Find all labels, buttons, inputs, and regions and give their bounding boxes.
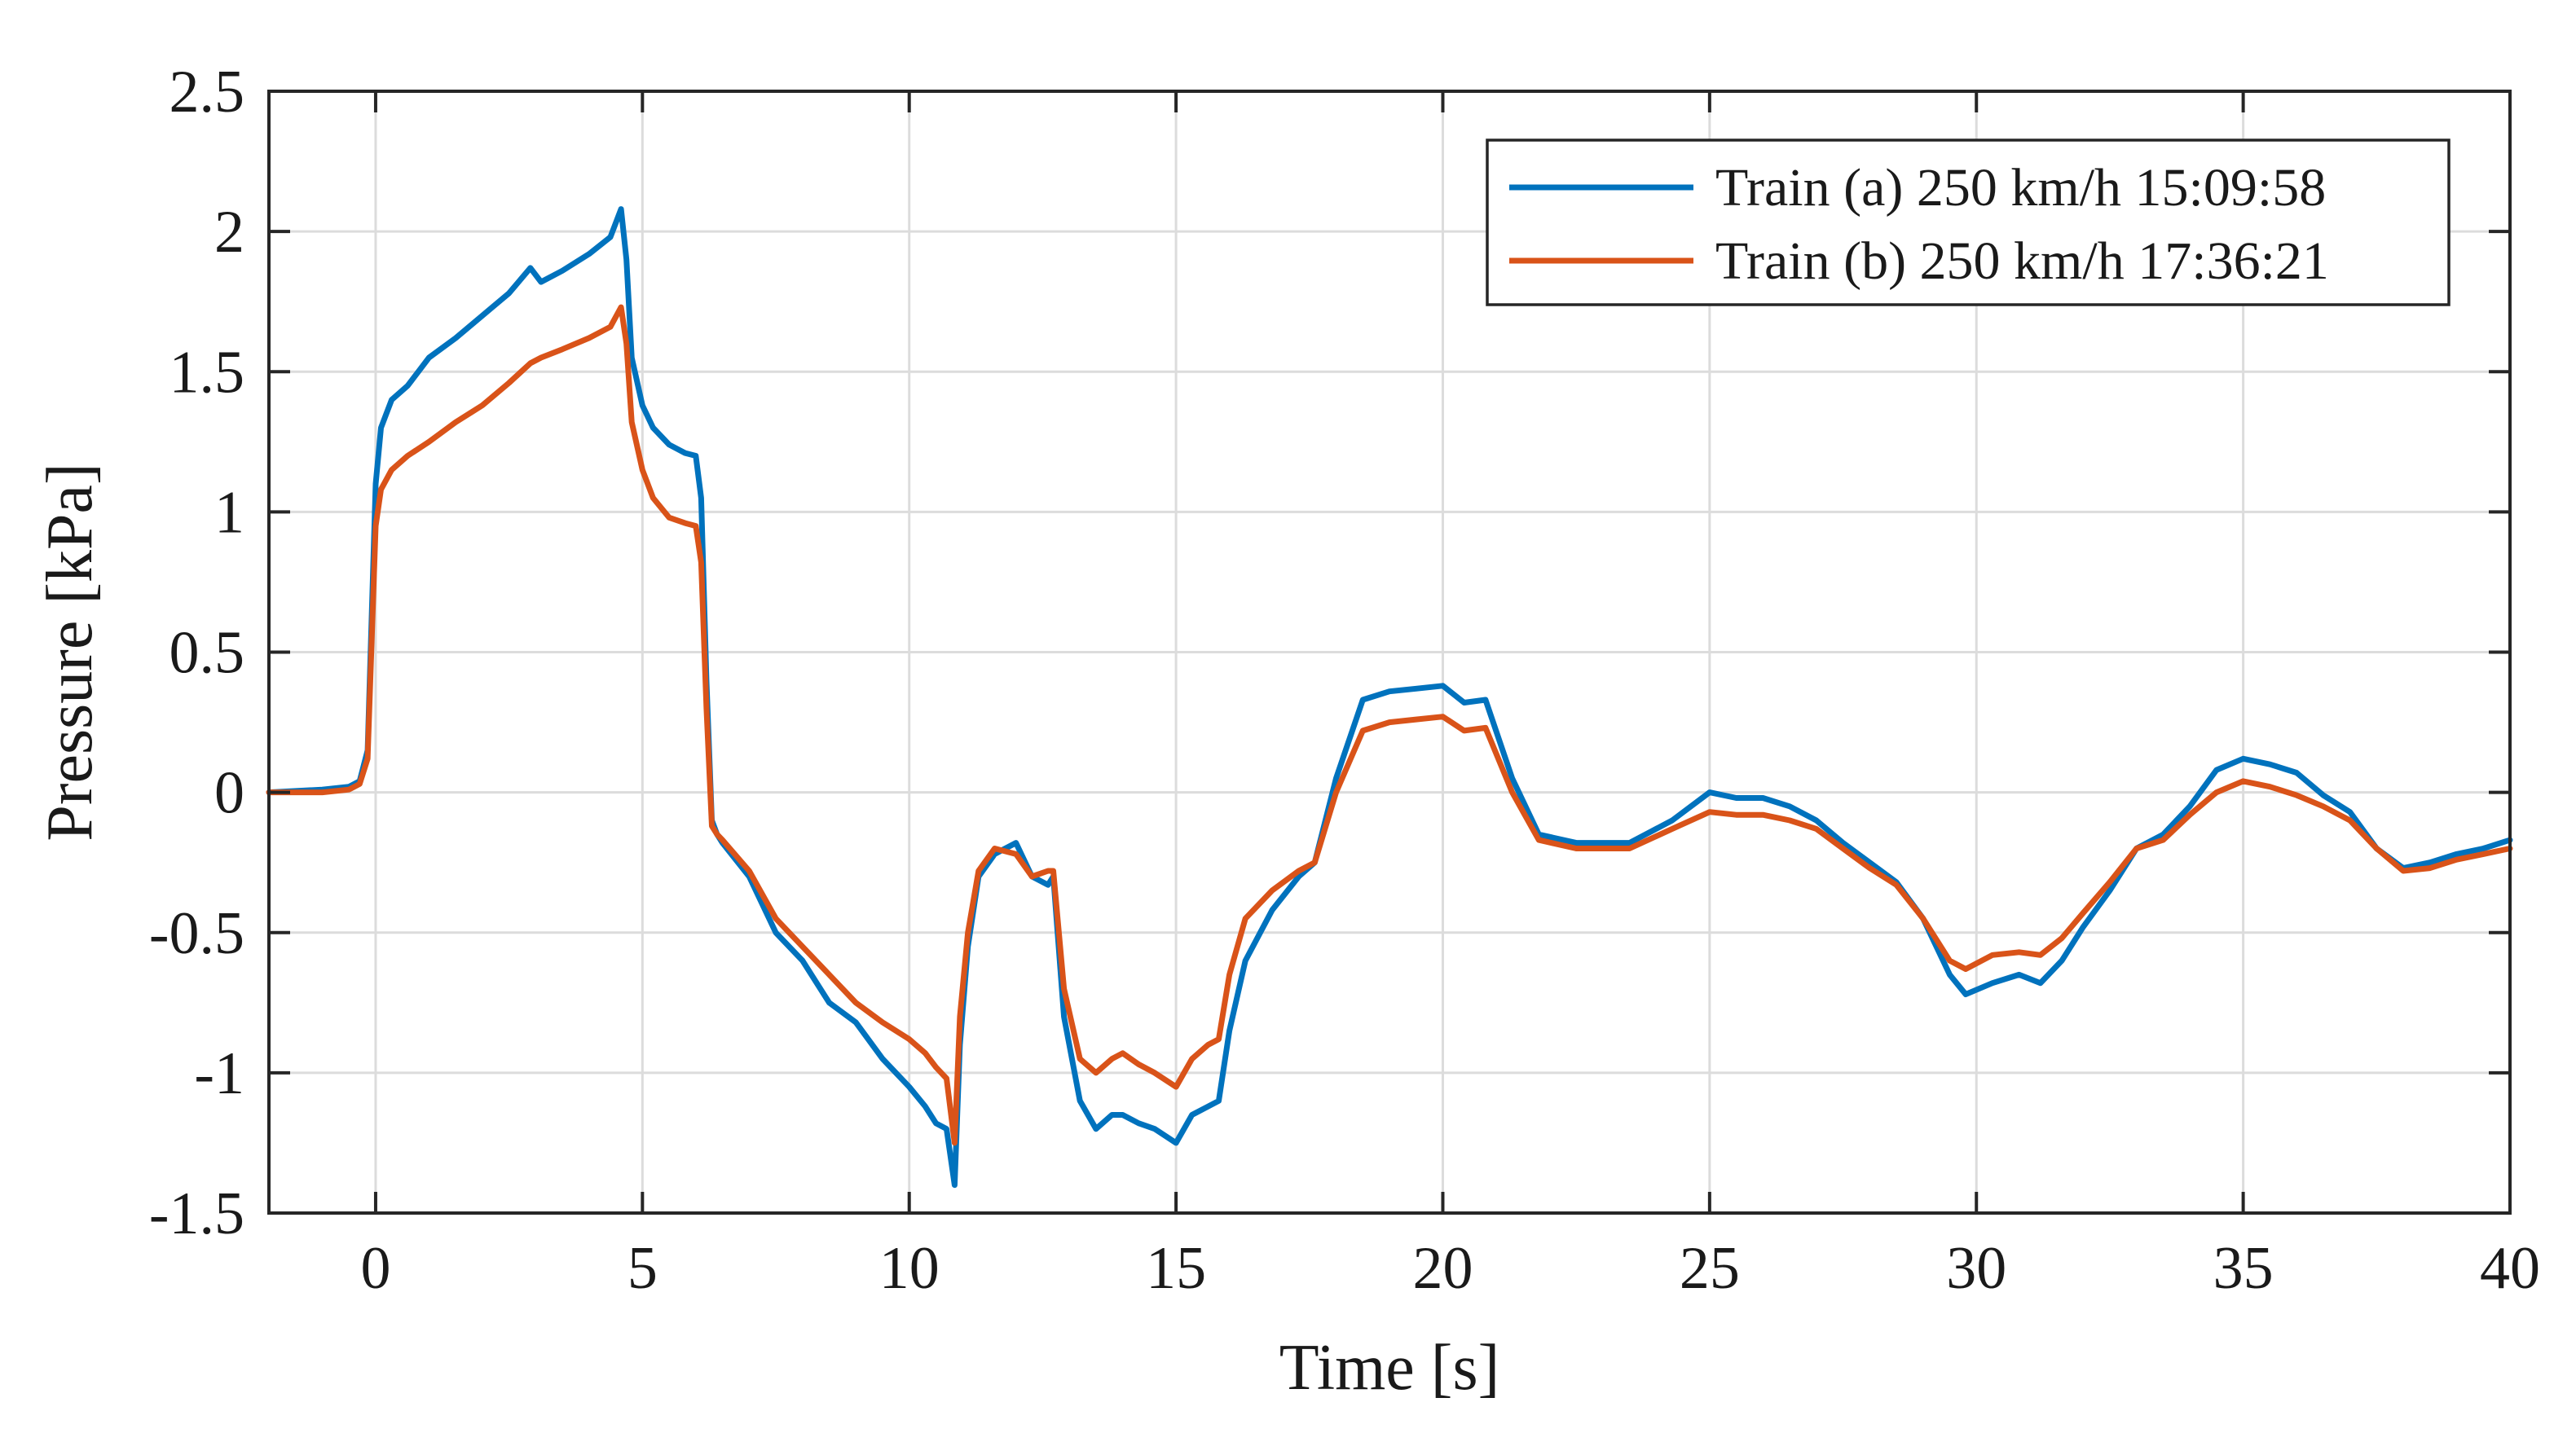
x-tick-label: 0 xyxy=(360,1235,390,1302)
y-tick-label: 0 xyxy=(214,760,244,827)
x-tick-label: 35 xyxy=(2213,1235,2274,1302)
x-tick-label: 25 xyxy=(1680,1235,1740,1302)
y-axis-label: Pressure [kPa] xyxy=(34,463,106,841)
y-tick-label: 2.5 xyxy=(170,59,245,125)
y-tick-label: 2 xyxy=(214,199,244,266)
x-tick-label: 20 xyxy=(1412,1235,1473,1302)
legend-box xyxy=(1486,138,2451,306)
x-tick-label: 30 xyxy=(1946,1235,2006,1302)
x-tick-label: 40 xyxy=(2480,1235,2540,1302)
x-axis-label: Time [s] xyxy=(1279,1332,1499,1404)
y-tick-label: 1.5 xyxy=(170,339,245,406)
legend-label: Train (b) 250 km/h 17:36:21 xyxy=(1715,231,2329,291)
legend: Train (a) 250 km/h 15:09:58 Train (b) 250… xyxy=(1486,138,2451,306)
series-line-train-b xyxy=(266,304,2513,1146)
x-tick-label: 15 xyxy=(1146,1235,1206,1302)
y-tick-label: -1.5 xyxy=(149,1180,244,1247)
y-tick-label: -1 xyxy=(194,1040,244,1107)
legend-label: Train (a) 250 km/h 15:09:58 xyxy=(1715,158,2326,218)
ticks-layer: 0 5 10 15 20 25 30 35 40 -1.5 -1 -0.5 0 0.5 1 1.5 2 2.5 xyxy=(149,59,2540,1302)
x-tick-label: 10 xyxy=(879,1235,940,1302)
series-line-train-a xyxy=(266,206,2513,1189)
y-tick-label: 0.5 xyxy=(170,620,245,687)
x-tick-label: 5 xyxy=(627,1235,658,1302)
y-tick-label: 1 xyxy=(214,479,244,546)
series-layer xyxy=(266,206,2513,1189)
y-tick-label: -0.5 xyxy=(149,900,244,967)
